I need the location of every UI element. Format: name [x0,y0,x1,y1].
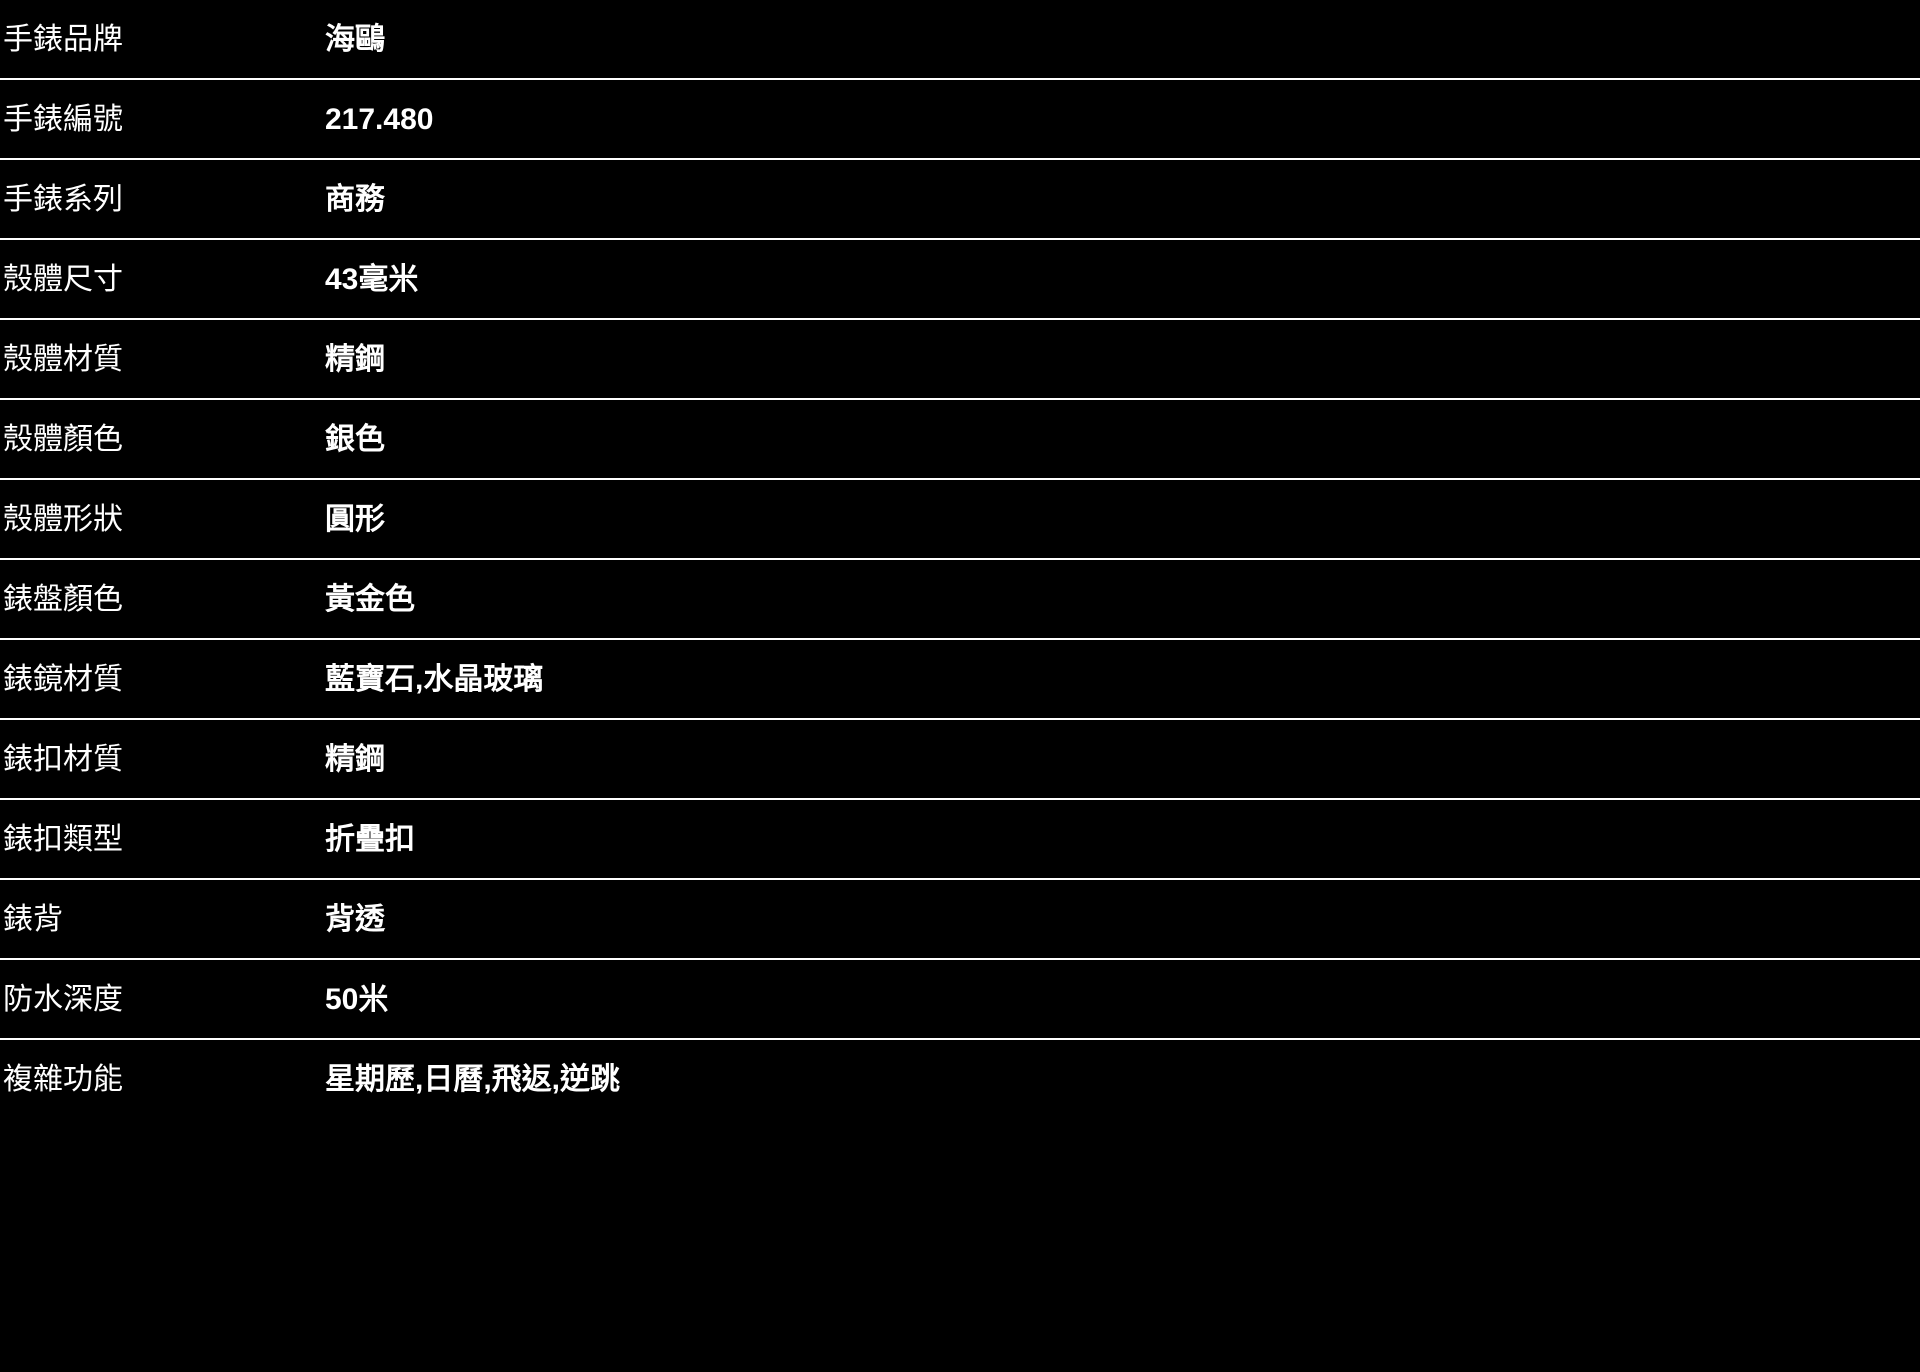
spec-value: 海鷗 [325,23,385,56]
spec-label: 手錶編號 [3,103,123,136]
spec-value: 背透 [325,903,385,936]
spec-row: 殼體顏色 銀色 [0,400,1920,480]
spec-label: 手錶品牌 [3,23,123,56]
spec-value: 藍寶石,水晶玻璃 [325,663,544,696]
spec-label: 防水深度 [3,983,123,1016]
spec-label: 殼體尺寸 [3,263,123,296]
spec-row: 錶背 背透 [0,880,1920,960]
spec-value: 圓形 [325,503,385,536]
spec-row: 錶扣材質 精鋼 [0,720,1920,800]
spec-label: 錶鏡材質 [3,663,123,696]
spec-label: 錶背 [3,903,63,936]
spec-value: 黃金色 [325,583,415,616]
spec-label: 殼體材質 [3,343,123,376]
spec-value: 折疊扣 [325,823,415,856]
spec-row: 手錶系列 商務 [0,160,1920,240]
spec-row: 手錶品牌 海鷗 [0,0,1920,80]
spec-value: 銀色 [325,423,385,456]
spec-value: 43毫米 [325,263,419,296]
spec-value: 精鋼 [325,743,385,776]
spec-label: 錶盤顏色 [3,583,123,616]
spec-row: 殼體形狀 圓形 [0,480,1920,560]
spec-label: 複雜功能 [3,1063,123,1096]
spec-row: 防水深度 50米 [0,960,1920,1040]
spec-label: 殼體形狀 [3,503,123,536]
spec-label: 錶扣材質 [3,743,123,776]
spec-value: 217.480 [325,103,434,136]
spec-row: 殼體材質 精鋼 [0,320,1920,400]
spec-value: 精鋼 [325,343,385,376]
spec-row: 錶鏡材質 藍寶石,水晶玻璃 [0,640,1920,720]
spec-row: 複雜功能 星期歷,日曆,飛返,逆跳 [0,1040,1920,1120]
watch-specification-table: 手錶品牌 海鷗 手錶編號 217.480 手錶系列 商務 殼體尺寸 43毫米 殼體材質 精鋼 殼體顏… [0,0,1920,1120]
spec-row: 錶扣類型 折疊扣 [0,800,1920,880]
spec-row: 手錶編號 217.480 [0,80,1920,160]
spec-value: 星期歷,日曆,飛返,逆跳 [325,1063,621,1096]
spec-value: 商務 [325,183,385,216]
spec-label: 殼體顏色 [3,423,123,456]
spec-label: 手錶系列 [3,183,123,216]
spec-row: 錶盤顏色 黃金色 [0,560,1920,640]
spec-label: 錶扣類型 [3,823,123,856]
spec-row: 殼體尺寸 43毫米 [0,240,1920,320]
spec-value: 50米 [325,983,389,1016]
